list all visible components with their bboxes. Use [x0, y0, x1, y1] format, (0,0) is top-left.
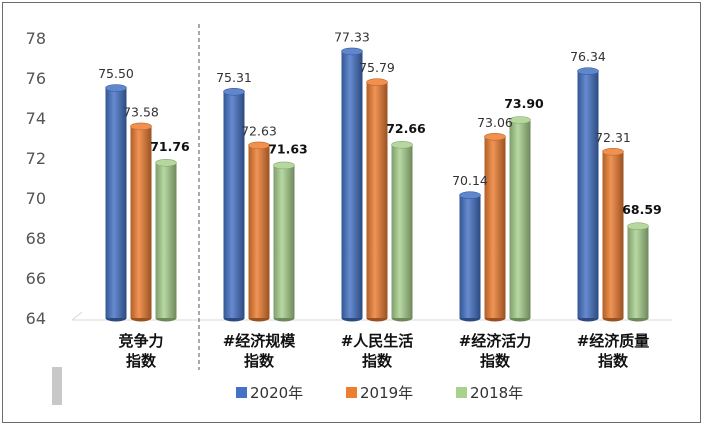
- data-label: 73.06: [477, 115, 513, 130]
- bar-top: [484, 133, 506, 141]
- x-tick-label: #经济活力: [459, 332, 532, 350]
- legend-swatch: [236, 387, 247, 398]
- bar-top: [130, 122, 152, 131]
- legend-label: 2020年: [250, 384, 303, 402]
- bar: [341, 51, 363, 319]
- x-tick-label: #经济质量: [577, 332, 650, 350]
- data-label: 71.63: [268, 141, 308, 156]
- bar-top: [577, 67, 599, 75]
- data-label: 72.63: [241, 123, 277, 138]
- bar: [484, 136, 506, 318]
- data-label: 77.33: [334, 29, 370, 44]
- data-label: 73.58: [123, 104, 159, 119]
- data-label: 76.34: [570, 49, 606, 64]
- data-label: 72.66: [386, 121, 426, 136]
- bar: [577, 71, 599, 318]
- bar-top: [509, 116, 531, 124]
- bar-top: [155, 159, 177, 167]
- x-tick-label: 指数: [598, 352, 629, 370]
- bar-top: [248, 141, 270, 150]
- bar-top: [105, 84, 127, 92]
- x-tick-label: 指数: [244, 352, 275, 370]
- bar: [105, 88, 127, 318]
- bar: [459, 195, 481, 318]
- bar-top: [391, 141, 413, 149]
- data-label: 72.31: [595, 130, 631, 145]
- legend-swatch: [456, 387, 467, 398]
- y-tick-label: 68: [26, 229, 46, 248]
- y-tick-label: 74: [26, 109, 46, 128]
- y-tick-label: 66: [26, 269, 46, 288]
- x-tick-label: 指数: [480, 352, 511, 370]
- x-tick-label: 指数: [362, 352, 393, 370]
- x-tick-label: 指数: [126, 352, 157, 370]
- y-tick-label: 64: [26, 309, 46, 328]
- decorative-marker: [52, 367, 62, 405]
- bar-top: [366, 78, 388, 86]
- bar: [602, 151, 624, 318]
- axis-corner: [71, 311, 83, 321]
- bar: [130, 126, 152, 319]
- y-tick-label: 76: [26, 69, 46, 88]
- bar: [248, 145, 270, 318]
- data-label: 75.50: [98, 66, 134, 81]
- bar-top: [341, 47, 363, 56]
- bar-top: [459, 191, 481, 199]
- x-tick-label: #经济规模: [223, 332, 297, 350]
- bar-top: [223, 88, 245, 96]
- data-label: 68.59: [622, 202, 662, 217]
- legend-swatch: [346, 387, 357, 398]
- x-tick-label: #人民生活: [341, 332, 414, 350]
- bar: [223, 91, 245, 318]
- data-label: 71.76: [150, 139, 190, 154]
- data-label: 75.79: [359, 60, 395, 75]
- y-tick-label: 78: [26, 29, 46, 48]
- bar: [366, 82, 388, 318]
- x-tick-label: 竞争力: [118, 332, 163, 350]
- legend-label: 2019年: [360, 384, 413, 402]
- bar: [509, 120, 531, 318]
- bar: [627, 226, 649, 318]
- data-label: 73.90: [504, 96, 544, 111]
- data-label: 70.14: [452, 173, 488, 188]
- bar-top: [627, 222, 649, 230]
- legend-label: 2018年: [470, 384, 523, 402]
- bar: [391, 144, 413, 318]
- bar: [155, 162, 177, 318]
- y-tick-label: 72: [26, 149, 46, 168]
- bar-top: [273, 161, 295, 170]
- bar-top: [602, 148, 624, 156]
- bar: [273, 165, 295, 318]
- data-label: 75.31: [216, 70, 252, 85]
- y-tick-label: 70: [26, 189, 46, 208]
